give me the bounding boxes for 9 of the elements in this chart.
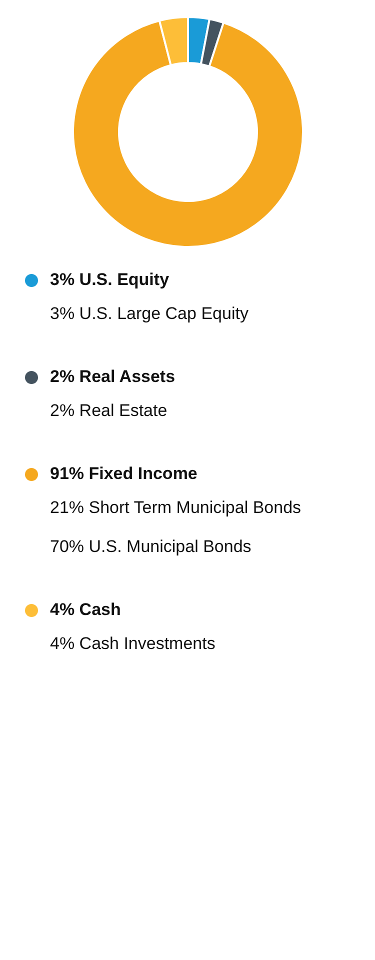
text: 21% Short Term Municipal Bonds [50,498,302,517]
text: 70% U.S. Municipal Bonds [50,537,252,556]
text: 3% U.S. Large Cap Equity [50,304,248,323]
text: 2% Real Estate [50,401,168,420]
legend-label: 2% Real Assets [50,367,176,387]
legend-label: 3% U.S. Equity [50,270,170,290]
text: 4% Cash Investments [50,634,216,653]
legend-label: 91% Fixed Income [50,464,198,484]
legend-label: 4% Cash [50,600,121,620]
